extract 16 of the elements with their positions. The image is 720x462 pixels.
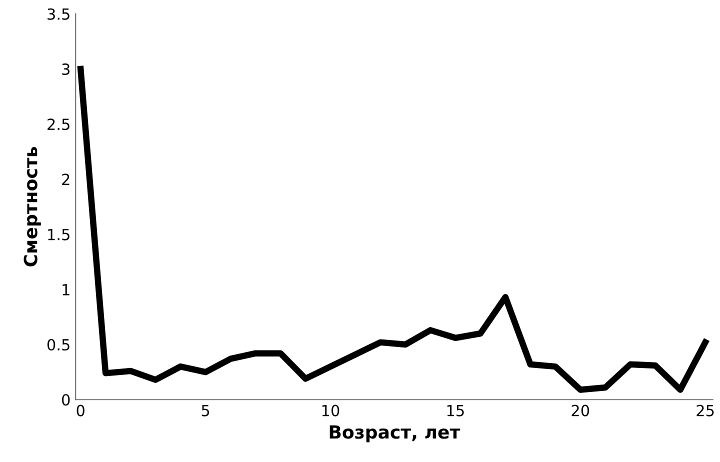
x-tick-label: 10	[322, 404, 340, 416]
y-tick-label: 0	[62, 394, 70, 406]
y-tick-label: 3	[62, 63, 70, 75]
y-tick-label: 0.5	[47, 338, 70, 351]
y-tick-label: 2	[62, 174, 70, 185]
x-tick-label: 25	[696, 404, 714, 416]
y-tick-label: 2.5	[48, 118, 70, 130]
y-tick-label: 3.5	[48, 8, 70, 20]
x-tick-label: 15	[447, 404, 464, 416]
x-axis-title: Возраст, лет	[330, 425, 460, 442]
x-tick-label: 5	[202, 404, 210, 416]
y-tick-label: 1	[62, 284, 70, 296]
x-tick-label: 20	[572, 404, 590, 416]
y-axis-title: Смертность	[24, 146, 41, 266]
x-tick-label: 0	[76, 404, 84, 416]
y-tick-label: 1.5	[48, 228, 70, 240]
